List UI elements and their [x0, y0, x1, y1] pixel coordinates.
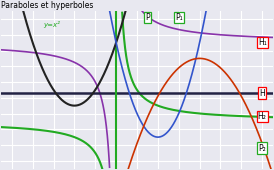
Text: H₂: H₂ — [258, 112, 267, 121]
Text: P₁: P₁ — [175, 13, 182, 22]
Text: y=x²: y=x² — [43, 21, 60, 28]
Text: H: H — [259, 89, 265, 98]
Text: Paraboles et hyperboles: Paraboles et hyperboles — [1, 1, 94, 10]
Text: H₁: H₁ — [258, 38, 267, 47]
Text: P₂: P₂ — [258, 144, 266, 153]
Text: P: P — [145, 13, 150, 22]
